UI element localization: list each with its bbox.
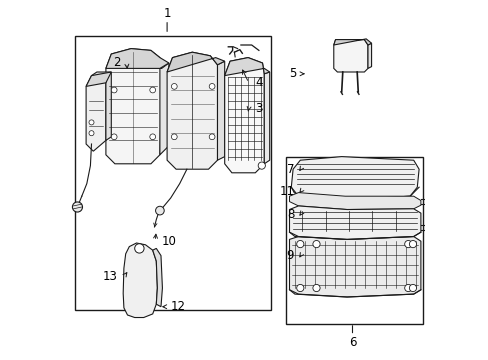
Text: 13: 13 — [102, 270, 118, 283]
Polygon shape — [123, 243, 157, 318]
Circle shape — [408, 240, 416, 248]
Text: 8: 8 — [286, 208, 294, 221]
Circle shape — [149, 87, 155, 93]
Polygon shape — [291, 157, 418, 200]
Polygon shape — [264, 72, 269, 164]
Circle shape — [72, 202, 82, 212]
Text: 3: 3 — [255, 102, 262, 114]
Text: 10: 10 — [162, 235, 176, 248]
Circle shape — [296, 240, 303, 248]
Text: 11: 11 — [279, 185, 294, 198]
Polygon shape — [224, 58, 264, 173]
Circle shape — [209, 134, 215, 140]
Polygon shape — [167, 52, 224, 72]
Circle shape — [89, 120, 94, 125]
Polygon shape — [217, 61, 224, 160]
Bar — [285, 157, 422, 324]
Polygon shape — [289, 206, 420, 239]
Circle shape — [134, 244, 144, 253]
Circle shape — [209, 84, 215, 89]
Polygon shape — [289, 237, 420, 297]
Bar — [75, 36, 271, 310]
Text: 7: 7 — [286, 163, 294, 176]
Polygon shape — [86, 72, 111, 86]
Polygon shape — [333, 39, 371, 45]
Text: 4: 4 — [255, 76, 262, 89]
Text: 5: 5 — [289, 67, 296, 80]
Circle shape — [312, 240, 320, 248]
Polygon shape — [91, 72, 111, 140]
Text: 9: 9 — [286, 249, 294, 262]
Polygon shape — [106, 49, 162, 164]
Text: 6: 6 — [348, 336, 356, 348]
Polygon shape — [333, 40, 367, 72]
Polygon shape — [289, 193, 420, 210]
Circle shape — [111, 134, 117, 140]
Circle shape — [149, 134, 155, 140]
Circle shape — [404, 284, 411, 292]
Circle shape — [111, 87, 117, 93]
Circle shape — [408, 284, 416, 292]
Text: 1: 1 — [163, 7, 170, 20]
Polygon shape — [106, 49, 168, 68]
Polygon shape — [86, 76, 106, 151]
Circle shape — [404, 240, 411, 248]
Text: 2: 2 — [113, 57, 120, 69]
Text: 12: 12 — [170, 300, 185, 313]
Circle shape — [171, 84, 177, 89]
Circle shape — [89, 131, 94, 136]
Circle shape — [296, 284, 303, 292]
Circle shape — [258, 162, 265, 169]
Polygon shape — [152, 248, 162, 307]
Polygon shape — [160, 63, 168, 155]
Circle shape — [312, 284, 320, 292]
Polygon shape — [224, 58, 269, 76]
Polygon shape — [367, 43, 371, 68]
Circle shape — [171, 134, 177, 140]
Polygon shape — [167, 52, 217, 169]
Circle shape — [155, 206, 164, 215]
